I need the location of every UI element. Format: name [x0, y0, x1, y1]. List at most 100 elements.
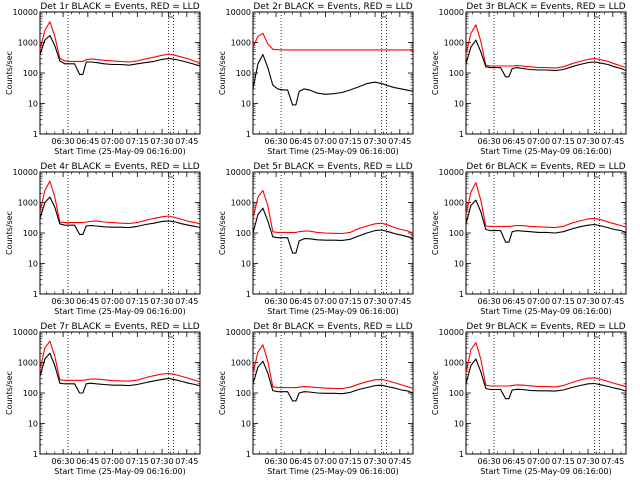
- x-tick-label: 07:00: [314, 457, 337, 466]
- y-tick-label: 10: [454, 100, 464, 109]
- lld-series-line: [252, 189, 414, 235]
- x-axis-label: Start Time (25-May-09 06:16:00): [480, 147, 611, 156]
- y-tick-label: 1: [459, 290, 464, 299]
- x-tick-label: 07:30: [577, 137, 600, 146]
- x-tick-label: 06:30: [478, 457, 501, 466]
- panel-title: Det 7r BLACK = Events, RED = LLD: [40, 322, 199, 332]
- y-tick-label: 10000: [226, 328, 251, 337]
- x-tick-label: 07:00: [527, 137, 550, 146]
- events-series-line: [465, 199, 627, 243]
- x-tick-label: 06:30: [265, 457, 288, 466]
- x-tick-label: 06:45: [289, 457, 312, 466]
- interval-bracket: [594, 172, 600, 178]
- x-tick-label: 06:45: [289, 297, 312, 306]
- lld-series-line: [252, 344, 414, 390]
- x-tick-label: 07:00: [101, 297, 124, 306]
- panel-det-7: Det 7r BLACK = Events, RED = LLD 1 10 100 10…: [5, 322, 201, 476]
- interval-bracket: [381, 172, 387, 178]
- events-series-line: [252, 54, 414, 106]
- x-axis-label: Start Time (25-May-09 06:16:00): [54, 307, 185, 316]
- lld-series-line: [252, 32, 414, 51]
- y-axis-label: Counts/sec: [218, 51, 227, 95]
- x-tick-label: 06:30: [52, 297, 75, 306]
- x-tick-label: 07:45: [175, 457, 198, 466]
- y-tick-label: 1000: [444, 199, 464, 208]
- x-tick-label: 07:30: [577, 297, 600, 306]
- x-tick-label: 06:45: [289, 137, 312, 146]
- y-tick-label: 1: [33, 290, 38, 299]
- y-tick-label: 100: [236, 69, 251, 78]
- x-tick-label: 06:30: [478, 297, 501, 306]
- y-tick-label: 10000: [439, 8, 464, 17]
- interval-bracket: [594, 12, 600, 18]
- lld-series-line: [39, 21, 201, 64]
- x-tick-label: 07:00: [101, 137, 124, 146]
- x-tick-label: 07:30: [151, 297, 174, 306]
- y-tick-label: 1000: [18, 359, 38, 368]
- x-tick-label: 07:45: [388, 137, 411, 146]
- interval-bracket: [381, 332, 387, 338]
- x-tick-label: 06:45: [502, 457, 525, 466]
- panel-det-3: Det 3r BLACK = Events, RED = LLD 1 10 100 10…: [431, 2, 627, 156]
- y-tick-label: 10000: [226, 168, 251, 177]
- y-tick-label: 1000: [231, 39, 251, 48]
- y-tick-label: 100: [23, 69, 38, 78]
- x-tick-label: 06:30: [265, 137, 288, 146]
- x-tick-label: 06:45: [502, 297, 525, 306]
- y-tick-label: 10: [241, 420, 251, 429]
- x-tick-label: 06:30: [52, 457, 75, 466]
- y-tick-label: 1: [246, 450, 251, 459]
- x-tick-label: 07:00: [527, 457, 550, 466]
- plot-frame: [252, 11, 414, 135]
- y-tick-label: 10: [28, 420, 38, 429]
- interval-bracket: [594, 332, 600, 338]
- y-axis-label: Counts/sec: [431, 211, 440, 255]
- panel-det-5: Det 5r BLACK = Events, RED = LLD 1 10 100 10…: [218, 162, 414, 316]
- x-tick-label: 06:30: [52, 137, 75, 146]
- x-axis-label: Start Time (25-May-09 06:16:00): [54, 147, 185, 156]
- x-tick-label: 06:45: [76, 137, 99, 146]
- panel-title: Det 1r BLACK = Events, RED = LLD: [40, 2, 199, 12]
- x-axis-label: Start Time (25-May-09 06:16:00): [480, 467, 611, 476]
- x-tick-label: 06:45: [76, 297, 99, 306]
- y-tick-label: 10000: [13, 8, 38, 17]
- x-tick-label: 07:30: [364, 457, 387, 466]
- panel-title: Det 6r BLACK = Events, RED = LLD: [466, 162, 625, 172]
- panel-title: Det 9r BLACK = Events, RED = LLD: [466, 322, 625, 332]
- y-axis-label: Counts/sec: [218, 211, 227, 255]
- y-tick-label: 100: [449, 229, 464, 238]
- y-tick-label: 1: [33, 450, 38, 459]
- y-tick-label: 100: [236, 229, 251, 238]
- y-tick-label: 1000: [444, 359, 464, 368]
- y-tick-label: 100: [23, 229, 38, 238]
- events-series-line: [39, 196, 201, 235]
- y-axis-label: Counts/sec: [218, 371, 227, 415]
- x-tick-label: 07:30: [151, 137, 174, 146]
- panel-title: Det 3r BLACK = Events, RED = LLD: [466, 2, 625, 12]
- x-tick-label: 06:30: [265, 297, 288, 306]
- plot-frame: [39, 171, 201, 295]
- y-tick-label: 10000: [226, 8, 251, 17]
- x-tick-label: 07:00: [314, 137, 337, 146]
- plot-frame: [465, 171, 627, 295]
- x-tick-label: 06:45: [76, 457, 99, 466]
- events-series-line: [252, 360, 414, 402]
- y-tick-label: 10: [454, 260, 464, 269]
- interval-bracket: [381, 12, 387, 18]
- events-series-line: [465, 358, 627, 400]
- x-tick-label: 07:15: [339, 297, 362, 306]
- y-tick-label: 1000: [444, 39, 464, 48]
- interval-bracket: [168, 12, 174, 18]
- events-series-line: [39, 34, 201, 75]
- y-tick-label: 1: [459, 130, 464, 139]
- events-series-line: [465, 39, 627, 78]
- y-axis-label: Counts/sec: [5, 371, 14, 415]
- lld-series-line: [465, 342, 627, 388]
- interval-bracket: [168, 172, 174, 178]
- panel-det-6: Det 6r BLACK = Events, RED = LLD 1 10 100 10…: [431, 162, 627, 316]
- events-series-line: [252, 207, 414, 254]
- plot-frame: [39, 11, 201, 135]
- y-tick-label: 10: [28, 260, 38, 269]
- x-tick-label: 07:15: [126, 457, 149, 466]
- x-axis-label: Start Time (25-May-09 06:16:00): [480, 307, 611, 316]
